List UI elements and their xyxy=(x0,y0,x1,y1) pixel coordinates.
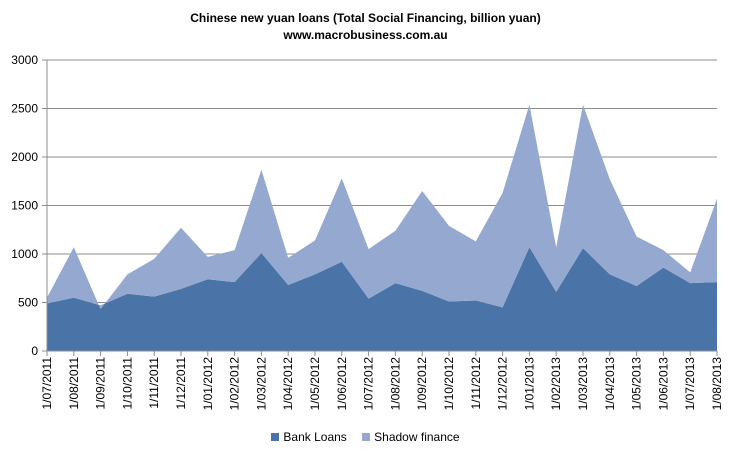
area-shadow-finance xyxy=(47,104,717,310)
legend-swatch-bank-loans xyxy=(271,433,280,441)
y-tick-label: 3000 xyxy=(11,53,38,67)
x-tick-label: 1/08/2013 xyxy=(710,357,724,411)
x-tick-label: 1/01/2013 xyxy=(522,357,536,411)
x-tick-label: 1/03/2012 xyxy=(254,357,268,411)
x-tick-label: 1/10/2011 xyxy=(120,357,134,410)
x-tick-label: 1/08/2012 xyxy=(388,357,402,411)
legend-label-shadow-finance: Shadow finance xyxy=(374,430,460,444)
x-tick-label: 1/06/2013 xyxy=(656,357,670,411)
legend-item-shadow-finance: Shadow finance xyxy=(362,430,460,444)
chart-title: Chinese new yuan loans (Total Social Fin… xyxy=(190,11,541,25)
area-bank-loans xyxy=(47,247,717,351)
x-tick-label: 1/11/2012 xyxy=(469,357,483,410)
y-tick-label: 2000 xyxy=(11,150,38,164)
x-tick-label: 1/04/2013 xyxy=(603,357,617,411)
x-tick-label: 1/10/2012 xyxy=(442,357,456,411)
chart-title-block: Chinese new yuan loans (Total Social Fin… xyxy=(0,10,731,44)
y-tick-label: 1500 xyxy=(11,199,38,213)
axis-layer xyxy=(42,59,718,356)
x-tick-label: 1/04/2012 xyxy=(281,357,295,411)
x-tick-label: 1/07/2013 xyxy=(683,357,697,411)
x-tick-label: 1/12/2011 xyxy=(174,357,188,410)
x-tick-label: 1/12/2012 xyxy=(496,357,510,411)
x-tick-label: 1/05/2013 xyxy=(630,357,644,411)
legend-swatch-shadow-finance xyxy=(362,433,371,441)
x-tick-label: 1/02/2012 xyxy=(228,357,242,411)
chart-subtitle: www.macrobusiness.com.au xyxy=(283,28,448,42)
area-layer xyxy=(47,104,717,351)
legend: Bank Loans Shadow finance xyxy=(0,430,731,444)
x-tick-label: 1/07/2012 xyxy=(362,357,376,411)
x-tick-label: 1/05/2012 xyxy=(308,357,322,411)
y-tick-label: 2500 xyxy=(11,102,38,116)
x-tick-label: 1/03/2013 xyxy=(576,357,590,411)
x-tick-label: 1/09/2012 xyxy=(415,357,429,411)
y-tick-label: 500 xyxy=(18,296,38,310)
x-tick-label: 1/09/2011 xyxy=(94,357,108,410)
legend-item-bank-loans: Bank Loans xyxy=(271,430,347,444)
x-tick-label: 1/11/2011 xyxy=(147,357,161,409)
y-tick-label: 1000 xyxy=(11,247,38,261)
x-tick-label: 1/08/2011 xyxy=(67,357,81,410)
x-tick-label: 1/01/2012 xyxy=(201,357,215,411)
legend-label-bank-loans: Bank Loans xyxy=(283,430,347,444)
x-tick-label: 1/06/2012 xyxy=(335,357,349,411)
x-tick-label: 1/02/2013 xyxy=(549,357,563,411)
label-layer: 0 500 1000 1500 2000 2500 3000 1/07/2011 1/08/20… xyxy=(11,53,724,410)
y-tick-label: 0 xyxy=(31,344,38,358)
x-tick-label: 1/07/2011 xyxy=(40,357,54,410)
